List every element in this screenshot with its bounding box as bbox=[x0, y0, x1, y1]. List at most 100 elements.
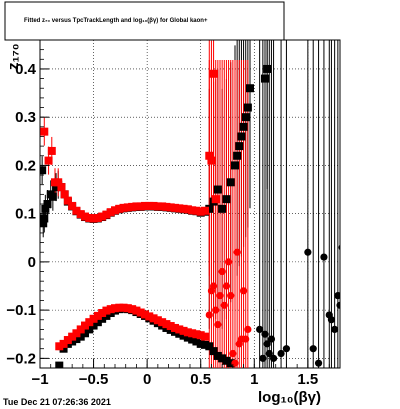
data-point bbox=[115, 204, 124, 213]
data-point bbox=[153, 316, 162, 325]
data-point bbox=[81, 321, 89, 330]
data-point bbox=[175, 329, 184, 338]
data-point bbox=[76, 325, 85, 334]
plot-area bbox=[39, 39, 341, 369]
data-point bbox=[256, 325, 264, 334]
y-tick-label: −0.2 bbox=[6, 350, 36, 367]
data-point bbox=[241, 113, 250, 122]
data-point bbox=[136, 202, 145, 211]
data-point bbox=[205, 311, 213, 319]
data-point bbox=[60, 190, 69, 199]
data-point bbox=[166, 322, 175, 331]
data-point bbox=[48, 192, 57, 201]
data-point bbox=[201, 332, 209, 341]
data-point bbox=[85, 325, 94, 334]
data-point bbox=[59, 339, 68, 348]
data-point bbox=[175, 325, 184, 334]
data-point bbox=[128, 305, 137, 314]
data-point bbox=[179, 204, 188, 213]
data-point bbox=[216, 292, 224, 300]
data-point bbox=[338, 244, 340, 251]
data-point bbox=[119, 303, 128, 312]
data-point bbox=[183, 328, 192, 337]
x-tick-label: 1.5 bbox=[297, 371, 318, 388]
data-point bbox=[277, 349, 285, 358]
data-point bbox=[188, 335, 197, 344]
data-point bbox=[149, 314, 158, 323]
data-point bbox=[141, 310, 149, 319]
tick-labels: −1 −0.5 0 0.5 1 1.5 −0.2 −0.1 0 0.1 0.2 0.3 0.4 bbox=[6, 61, 318, 388]
data-point bbox=[98, 212, 107, 221]
data-point bbox=[158, 202, 167, 211]
data-point bbox=[54, 178, 63, 187]
data-point bbox=[132, 306, 141, 315]
data-point bbox=[282, 345, 291, 353]
data-point bbox=[304, 248, 312, 256]
data-point bbox=[40, 214, 49, 223]
data-point bbox=[243, 103, 252, 112]
data-point bbox=[63, 336, 72, 345]
data-point bbox=[309, 345, 317, 353]
data-point bbox=[55, 361, 64, 368]
data-point bbox=[226, 178, 235, 187]
x-tick-label: 0.5 bbox=[190, 371, 211, 388]
data-point bbox=[175, 204, 184, 213]
data-point bbox=[136, 308, 145, 317]
data-points bbox=[40, 64, 340, 368]
data-point bbox=[212, 306, 220, 314]
data-point bbox=[227, 292, 235, 300]
y-tick-label: 0.4 bbox=[15, 61, 37, 78]
y-axis-label: z₁₇₀ bbox=[5, 44, 22, 70]
data-point bbox=[102, 210, 111, 219]
data-point bbox=[47, 146, 56, 155]
data-point bbox=[149, 201, 158, 210]
data-point bbox=[233, 151, 242, 160]
data-point bbox=[119, 203, 128, 212]
data-point bbox=[89, 214, 98, 223]
data-point bbox=[123, 203, 132, 212]
data-point bbox=[153, 202, 162, 211]
data-point bbox=[145, 201, 154, 210]
data-point bbox=[106, 305, 115, 314]
x-tick-label: −1 bbox=[31, 371, 48, 388]
data-point bbox=[41, 204, 50, 213]
chart-title: Fitted z₇₀ versus TpcTrackLength and log… bbox=[24, 18, 208, 24]
data-point bbox=[242, 335, 250, 343]
data-point bbox=[192, 206, 201, 215]
y-tick-label: 0.3 bbox=[15, 109, 36, 126]
data-point bbox=[72, 335, 81, 344]
data-point bbox=[128, 202, 137, 211]
data-point bbox=[222, 195, 231, 204]
data-point bbox=[102, 311, 111, 320]
x-tick-label: 1 bbox=[250, 371, 258, 388]
data-point bbox=[162, 202, 171, 211]
data-point bbox=[231, 161, 239, 170]
data-point bbox=[244, 325, 252, 334]
data-point bbox=[211, 195, 220, 204]
data-point bbox=[192, 330, 201, 339]
data-point bbox=[115, 303, 124, 312]
data-point bbox=[141, 201, 149, 210]
data-point bbox=[222, 356, 231, 365]
data-point bbox=[196, 331, 205, 340]
data-point bbox=[263, 340, 271, 348]
data-point bbox=[102, 306, 111, 315]
data-point bbox=[93, 318, 102, 327]
data-point bbox=[72, 329, 81, 338]
data-point bbox=[331, 325, 339, 334]
data-point bbox=[263, 64, 272, 73]
data-point bbox=[218, 267, 226, 276]
data-point bbox=[40, 166, 47, 175]
data-point bbox=[171, 203, 179, 212]
data-point bbox=[106, 208, 115, 217]
data-point bbox=[89, 314, 98, 323]
data-point bbox=[320, 253, 328, 261]
data-point bbox=[183, 205, 192, 214]
data-point bbox=[179, 331, 188, 340]
data-point bbox=[269, 354, 278, 362]
data-point bbox=[85, 213, 94, 222]
data-point bbox=[43, 200, 52, 208]
data-point bbox=[222, 282, 231, 290]
x-axis-label: log₁₀(βγ) bbox=[258, 389, 321, 406]
